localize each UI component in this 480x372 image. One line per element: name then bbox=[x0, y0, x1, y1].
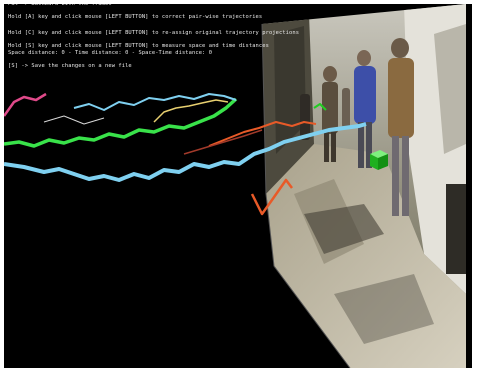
trajectory-cyan-upper[interactable] bbox=[73, 93, 237, 111]
hud-line: Pat -> Backward with the frames bbox=[8, 4, 112, 7]
trajectory-dark-red[interactable] bbox=[183, 129, 263, 155]
trajectory-green-marker[interactable] bbox=[313, 103, 327, 111]
hud-line: Space distance: 0 - Time distance: 0 - S… bbox=[8, 50, 213, 56]
trajectory-orange-z[interactable] bbox=[250, 178, 293, 216]
video-frame-plane bbox=[262, 4, 466, 368]
trajectory-white-faint[interactable] bbox=[43, 115, 105, 125]
trajectory-yellow[interactable] bbox=[153, 99, 229, 123]
trajectory-scene[interactable] bbox=[4, 4, 472, 368]
plane-edge bbox=[261, 23, 351, 368]
trajectory-layer[interactable] bbox=[4, 92, 367, 216]
hud-line: Hold [S] key and click mouse [LEFT BUTTO… bbox=[8, 43, 269, 49]
video-viewport[interactable]: Pat -> Backward with the frames Hold [A] … bbox=[4, 4, 472, 368]
pedestrian-figures bbox=[300, 38, 414, 216]
green-cube-icon[interactable] bbox=[370, 150, 388, 170]
trajectory-pink[interactable] bbox=[4, 92, 47, 117]
trajectory-green[interactable] bbox=[4, 97, 238, 148]
trajectory-cyan[interactable] bbox=[4, 122, 367, 182]
trajectory-orange[interactable] bbox=[208, 121, 317, 147]
hud-line: Hold [A] key and click mouse [LEFT BUTTO… bbox=[8, 14, 263, 20]
hud-line: Hold [C] key and click mouse [LEFT BUTTO… bbox=[8, 30, 300, 36]
hud-line: [S] -> Save the changes on a new file bbox=[8, 63, 132, 69]
